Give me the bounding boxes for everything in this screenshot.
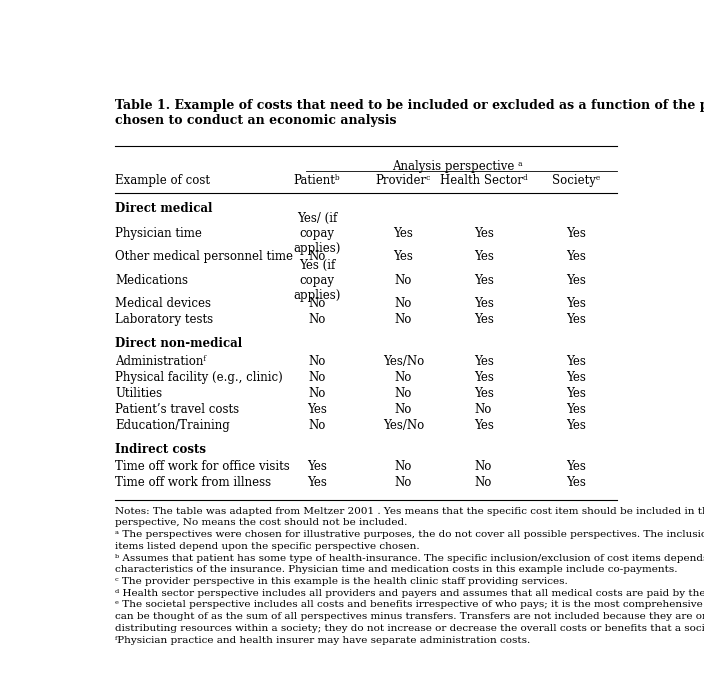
Text: No: No <box>308 251 326 263</box>
Text: Yes: Yes <box>474 297 494 310</box>
Text: Yes: Yes <box>567 476 586 489</box>
Text: Direct non-medical: Direct non-medical <box>115 337 242 350</box>
Text: Yes/No: Yes/No <box>383 419 424 432</box>
Text: Yes: Yes <box>307 403 327 416</box>
Text: can be thought of as the sum of all perspectives minus transfers. Transfers are : can be thought of as the sum of all pers… <box>115 612 704 621</box>
Text: Utilities: Utilities <box>115 387 163 400</box>
Text: ᵇ Assumes that patient has some type of health-insurance. The specific inclusion: ᵇ Assumes that patient has some type of … <box>115 554 704 563</box>
Text: Education/Training: Education/Training <box>115 419 230 432</box>
Text: No: No <box>475 460 492 473</box>
Text: Yes: Yes <box>567 227 586 240</box>
Text: Other medical personnel time: Other medical personnel time <box>115 251 294 263</box>
Text: Administrationᶠ: Administrationᶠ <box>115 355 206 367</box>
Text: Patient’s travel costs: Patient’s travel costs <box>115 403 239 416</box>
Text: No: No <box>395 460 412 473</box>
Text: Yes: Yes <box>474 355 494 367</box>
Text: Yes: Yes <box>394 227 413 240</box>
Text: Yes: Yes <box>567 387 586 400</box>
Text: No: No <box>475 403 492 416</box>
Text: Yes: Yes <box>567 355 586 367</box>
Text: No: No <box>395 371 412 383</box>
Text: No: No <box>308 297 326 310</box>
Text: No: No <box>395 313 412 326</box>
Text: Yes (if
copay
applies): Yes (if copay applies) <box>294 259 341 302</box>
Text: Patientᵇ: Patientᵇ <box>294 174 341 187</box>
Text: Yes: Yes <box>474 251 494 263</box>
Text: No: No <box>308 355 326 367</box>
Text: No: No <box>395 403 412 416</box>
Text: Yes: Yes <box>567 371 586 383</box>
Text: Yes: Yes <box>474 227 494 240</box>
Text: ᶠPhysician practice and health insurer may have separate administration costs.: ᶠPhysician practice and health insurer m… <box>115 635 531 644</box>
Text: ᵈ Health sector perspective includes all providers and payers and assumes that a: ᵈ Health sector perspective includes all… <box>115 589 704 598</box>
Text: Notes: The table was adapted from Meltzer 2001 . Yes means that the specific cos: Notes: The table was adapted from Meltze… <box>115 507 704 516</box>
Text: Yes: Yes <box>567 403 586 416</box>
Text: ᵃ The perspectives were chosen for illustrative purposes, the do not cover all p: ᵃ The perspectives were chosen for illus… <box>115 530 704 539</box>
Text: No: No <box>395 387 412 400</box>
Text: Health Sectorᵈ: Health Sectorᵈ <box>440 174 527 187</box>
Text: Yes/ (if
copay
applies): Yes/ (if copay applies) <box>294 212 341 255</box>
Text: No: No <box>308 387 326 400</box>
Text: distributing resources within a society; they do not increase or decrease the ov: distributing resources within a society;… <box>115 624 704 633</box>
Text: Physical facility (e.g., clinic): Physical facility (e.g., clinic) <box>115 371 283 383</box>
Text: Providerᶜ: Providerᶜ <box>376 174 431 187</box>
Text: Yes: Yes <box>307 460 327 473</box>
Text: Societyᵉ: Societyᵉ <box>552 174 601 187</box>
Text: No: No <box>475 476 492 489</box>
Text: No: No <box>308 371 326 383</box>
Text: ᶜ The provider perspective in this example is the health clinic staff providing : ᶜ The provider perspective in this examp… <box>115 577 568 586</box>
Text: Yes/No: Yes/No <box>383 355 424 367</box>
Text: ᵉ The societal perspective includes all costs and benefits irrespective of who p: ᵉ The societal perspective includes all … <box>115 601 704 610</box>
Text: Yes: Yes <box>567 419 586 432</box>
Text: No: No <box>308 313 326 326</box>
Text: Time off work from illness: Time off work from illness <box>115 476 272 489</box>
Text: Medications: Medications <box>115 274 188 286</box>
Text: Direct medical: Direct medical <box>115 202 213 215</box>
Text: No: No <box>395 274 412 286</box>
Text: characteristics of the insurance. Physician time and medication costs in this ex: characteristics of the insurance. Physic… <box>115 565 678 574</box>
Text: Yes: Yes <box>474 274 494 286</box>
Text: Yes: Yes <box>567 251 586 263</box>
Text: Laboratory tests: Laboratory tests <box>115 313 213 326</box>
Text: Indirect costs: Indirect costs <box>115 443 206 456</box>
Text: Yes: Yes <box>567 313 586 326</box>
Text: Yes: Yes <box>474 387 494 400</box>
Text: Yes: Yes <box>567 297 586 310</box>
Text: Table 1. Example of costs that need to be included or excluded as a function of : Table 1. Example of costs that need to b… <box>115 99 704 127</box>
Text: Medical devices: Medical devices <box>115 297 211 310</box>
Text: Yes: Yes <box>307 476 327 489</box>
Text: Yes: Yes <box>474 419 494 432</box>
Text: Yes: Yes <box>474 371 494 383</box>
Text: Yes: Yes <box>567 460 586 473</box>
Text: items listed depend upon the specific perspective chosen.: items listed depend upon the specific pe… <box>115 542 420 551</box>
Text: No: No <box>395 476 412 489</box>
Text: Physician time: Physician time <box>115 227 202 240</box>
Text: Example of cost: Example of cost <box>115 174 210 187</box>
Text: Analysis perspective ᵃ: Analysis perspective ᵃ <box>392 161 523 173</box>
Text: Yes: Yes <box>474 313 494 326</box>
Text: Yes: Yes <box>567 274 586 286</box>
Text: No: No <box>395 297 412 310</box>
Text: No: No <box>308 419 326 432</box>
Text: Yes: Yes <box>394 251 413 263</box>
Text: Time off work for office visits: Time off work for office visits <box>115 460 290 473</box>
Text: perspective, No means the cost should not be included.: perspective, No means the cost should no… <box>115 518 408 527</box>
